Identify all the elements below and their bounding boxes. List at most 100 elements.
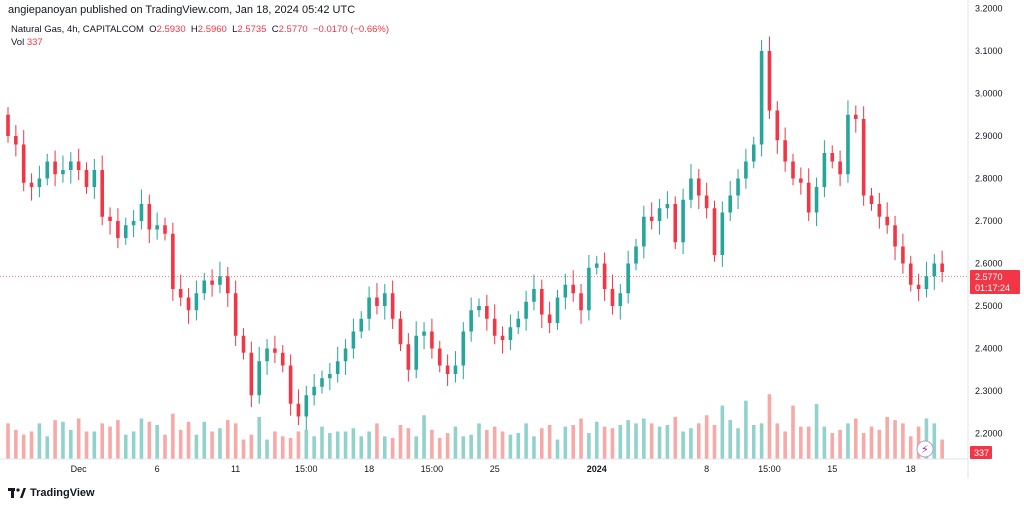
- candle-body: [540, 289, 544, 315]
- candle-body: [657, 208, 662, 221]
- volume-bar: [673, 416, 678, 459]
- volume-bar: [280, 436, 285, 459]
- candle-body: [838, 161, 842, 175]
- volume-bar: [398, 424, 403, 459]
- volume-bar: [69, 429, 73, 459]
- volume-bar: [681, 431, 685, 459]
- x-tick-label: 11: [231, 464, 240, 474]
- volume-bar: [516, 433, 521, 459]
- volume-bar: [665, 424, 670, 459]
- candle-body: [194, 293, 199, 311]
- symbol-name[interactable]: Natural Gas, 4h, CAPITALCOM: [11, 24, 144, 35]
- candle-body: [555, 297, 560, 323]
- candle-body: [916, 284, 921, 289]
- volume-bar: [610, 428, 615, 459]
- volume-bar: [108, 426, 112, 459]
- countdown-value: 01:17:24: [975, 283, 1010, 293]
- candle-body: [131, 221, 136, 226]
- candle-body: [642, 216, 646, 247]
- candle-body: [775, 110, 780, 141]
- candle-body: [704, 195, 709, 209]
- candle-body: [21, 144, 26, 183]
- time-axis[interactable]: Dec 6 11 15:00 18 15:00 25 2024 8 15:00 15 18: [71, 464, 916, 474]
- volume-bar: [893, 420, 897, 459]
- y-tick-label: 2.3000: [975, 386, 1003, 396]
- volume-series: [6, 394, 944, 459]
- volume-bar: [704, 415, 709, 459]
- volume-bar: [123, 434, 128, 459]
- volume-bar: [249, 434, 254, 459]
- candle-body: [492, 318, 497, 336]
- volume-bar: [265, 439, 269, 459]
- candle-body: [579, 293, 583, 311]
- volume-bar: [45, 436, 50, 459]
- tradingview-logo[interactable]: TradingView: [8, 487, 95, 499]
- candle-body: [500, 335, 505, 340]
- volume-bar: [940, 439, 944, 459]
- volume-bar: [736, 428, 740, 459]
- price-axis[interactable]: 3.2000 3.1000 3.0000 2.9000 2.8000 2.7000 2.60…: [975, 4, 1003, 439]
- volume-bar: [61, 421, 65, 459]
- volume-bar: [147, 421, 152, 459]
- brand-name: TradingView: [30, 487, 95, 499]
- candle-body: [186, 297, 191, 311]
- candle-body: [665, 204, 670, 209]
- tradingview-logo-icon: [8, 488, 26, 498]
- candle-body: [108, 216, 112, 221]
- high-label: H: [190, 24, 198, 35]
- volume-bar: [594, 421, 599, 459]
- candle-body: [414, 335, 418, 370]
- volume-bar: [100, 423, 104, 459]
- volume-bar: [861, 433, 866, 459]
- volume-bar: [783, 431, 787, 459]
- volume-bar: [37, 423, 42, 459]
- candle-body: [532, 289, 536, 302]
- volume-bar: [759, 423, 764, 459]
- open-value: 2.5930: [156, 24, 186, 35]
- volume-bar: [846, 423, 850, 459]
- volume-bar: [618, 424, 623, 459]
- open-label: O: [149, 24, 157, 35]
- x-tick-label: 15:00: [758, 464, 781, 474]
- volume-bar: [335, 431, 340, 459]
- volume-bar: [320, 426, 324, 459]
- candle-body: [508, 327, 513, 340]
- candle-body: [940, 263, 944, 272]
- volume-bar: [555, 439, 560, 459]
- candle-body: [69, 161, 73, 170]
- candle-body: [218, 276, 222, 285]
- candle-body: [587, 267, 591, 311]
- volume-bar: [359, 436, 364, 459]
- volume-bar: [799, 426, 803, 459]
- candle-body: [893, 225, 897, 247]
- volume-bar: [547, 424, 552, 459]
- y-tick-label: 2.4000: [975, 344, 1003, 354]
- high-value: 2.5960: [197, 24, 227, 35]
- candle-body: [280, 352, 285, 366]
- candle-body: [720, 212, 725, 255]
- candle-body: [736, 178, 740, 196]
- candle-body: [861, 119, 866, 196]
- replay-button[interactable]: [916, 440, 934, 458]
- volume-bar: [406, 428, 411, 459]
- volume-bar: [202, 421, 207, 459]
- candle-body: [210, 280, 214, 285]
- volume-bar: [155, 424, 159, 459]
- volume-bar: [422, 415, 426, 459]
- candle-body: [84, 170, 89, 187]
- volume-bar: [116, 420, 120, 459]
- volume-bar: [908, 436, 913, 459]
- volume-bar: [728, 420, 732, 459]
- volume-bar: [689, 428, 693, 459]
- candle-body: [806, 182, 811, 213]
- volume-legend: Vol 337: [11, 37, 43, 48]
- x-tick-label: 18: [906, 464, 916, 474]
- volume-bar: [469, 434, 473, 459]
- candle-body: [759, 51, 764, 145]
- volume-bar: [76, 418, 81, 459]
- candle-body: [846, 114, 850, 175]
- candle-body: [249, 352, 254, 396]
- volume-bar: [916, 426, 921, 459]
- candle-body: [92, 170, 97, 187]
